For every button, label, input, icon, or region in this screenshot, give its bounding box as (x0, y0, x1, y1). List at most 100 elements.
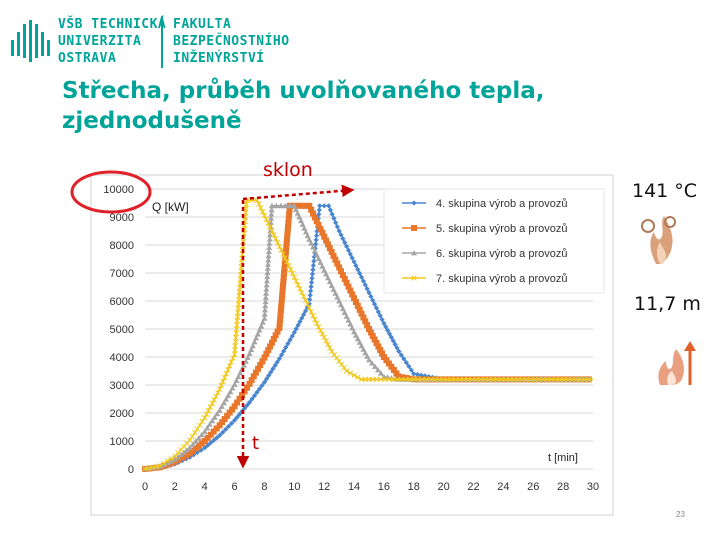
data-point (392, 341, 398, 347)
data-point (362, 349, 369, 356)
data-point (252, 369, 259, 376)
data-point (351, 372, 357, 378)
data-point (323, 237, 330, 244)
series-7 (142, 197, 593, 472)
data-point (286, 211, 293, 218)
data-point (239, 392, 246, 399)
data-point (372, 301, 378, 307)
data-point (274, 239, 281, 246)
data-point (406, 363, 412, 369)
data-point (556, 376, 563, 383)
data-point (390, 338, 396, 344)
data-point (226, 409, 233, 416)
data-point (168, 458, 175, 464)
data-point (264, 376, 270, 382)
data-point (309, 275, 315, 281)
data-point (219, 419, 226, 426)
university-logo: VŠB TECHNICKÁ UNIVERZITA OSTRAVA FAKULTA… (10, 14, 310, 70)
data-point (203, 411, 210, 417)
data-point (264, 269, 271, 275)
y-tick-label: 1000 (110, 436, 134, 448)
data-point (490, 376, 496, 383)
data-point (313, 320, 320, 327)
data-point (309, 271, 316, 277)
data-point (383, 324, 389, 330)
data-point (469, 376, 475, 383)
data-point (221, 374, 228, 381)
data-point (328, 348, 335, 355)
data-point (213, 425, 220, 432)
data-point (216, 407, 223, 413)
data-point (210, 428, 217, 435)
data-point (358, 310, 365, 317)
y-tick-label: 2000 (110, 408, 134, 420)
legend-label: 6. skupina výrob a provozů (436, 248, 567, 260)
data-point (313, 218, 320, 225)
data-point (259, 319, 266, 325)
data-point (225, 367, 231, 373)
data-point (355, 374, 361, 381)
data-point (380, 354, 387, 360)
data-point (360, 346, 367, 352)
data-point (339, 305, 346, 312)
y-tick-label: 3000 (110, 380, 134, 392)
data-point (276, 324, 283, 331)
data-point (386, 331, 393, 337)
data-point (315, 324, 322, 330)
data-point (277, 202, 284, 209)
data-point (310, 244, 316, 250)
data-point (352, 299, 359, 306)
data-point (456, 376, 463, 383)
data-point (246, 350, 253, 357)
data-point (319, 331, 326, 337)
data-point (192, 438, 199, 444)
x-tick-label: 28 (557, 481, 569, 493)
data-point (257, 205, 264, 211)
data-point (302, 297, 309, 304)
data-point (266, 236, 273, 242)
data-point (265, 347, 272, 354)
data-point (270, 366, 276, 372)
data-point (274, 359, 280, 365)
data-point (284, 232, 291, 239)
data-point (311, 247, 318, 254)
data-point (262, 294, 269, 300)
highlight-ellipse (70, 170, 152, 214)
faculty-name: FAKULTA BEZPEČNOSTNÍHO INŽENÝRSTVÍ (173, 16, 290, 67)
faculty-line-1: FAKULTA (173, 17, 232, 32)
data-point (214, 435, 220, 441)
data-point (244, 354, 251, 360)
page-number: 23 (676, 510, 685, 519)
data-point (379, 350, 386, 357)
data-point (523, 376, 530, 383)
data-point (235, 373, 242, 380)
data-point (277, 308, 284, 315)
data-point (189, 433, 196, 440)
data-point (343, 368, 350, 374)
data-point (360, 278, 366, 284)
data-point (293, 278, 299, 284)
data-point (277, 316, 284, 323)
data-point (268, 369, 274, 375)
data-point (323, 338, 329, 344)
data-point (498, 376, 505, 383)
data-point (306, 305, 313, 311)
data-point (527, 376, 534, 383)
data-point (308, 288, 314, 294)
data-point (295, 322, 301, 328)
data-point (160, 460, 167, 467)
data-point (581, 376, 588, 383)
data-point (256, 201, 262, 207)
data-point (461, 376, 467, 383)
data-point (183, 452, 190, 459)
data-point (515, 376, 521, 383)
data-point (536, 376, 542, 383)
data-point (171, 459, 178, 465)
data-point (486, 376, 492, 383)
data-point (316, 207, 322, 213)
data-point (242, 358, 249, 364)
data-point (432, 376, 438, 383)
data-point (251, 338, 258, 345)
data-point (373, 305, 380, 311)
data-point (390, 367, 397, 374)
